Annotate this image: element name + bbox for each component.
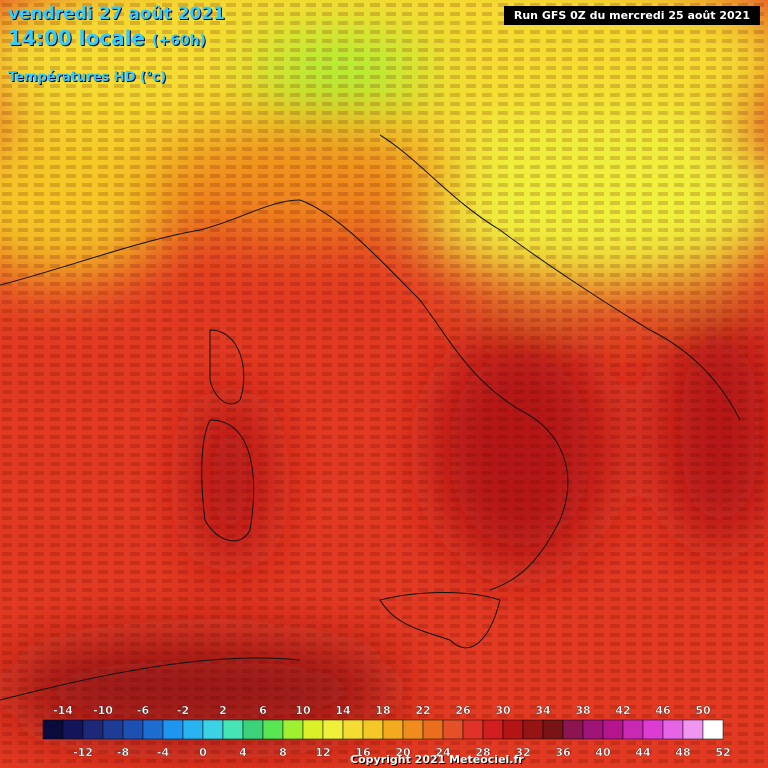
- color-swatch: [122, 719, 144, 740]
- color-swatch: [342, 719, 364, 740]
- legend-label: 24: [435, 746, 451, 759]
- legend-label: 8: [279, 746, 287, 759]
- legend-label: 34: [535, 704, 551, 717]
- legend-label: 22: [415, 704, 430, 717]
- legend-label: 46: [655, 704, 671, 717]
- legend-label: -4: [157, 746, 170, 759]
- color-swatch: [662, 719, 684, 740]
- legend-label: -6: [137, 704, 150, 717]
- color-swatch: [502, 719, 524, 740]
- color-swatch: [322, 719, 344, 740]
- legend-label: 26: [455, 704, 471, 717]
- legend-label: -8: [117, 746, 129, 759]
- legend-label: 42: [615, 704, 630, 717]
- legend-label: 10: [295, 704, 311, 717]
- legend-label: 16: [355, 746, 371, 759]
- legend-label: 50: [695, 704, 711, 717]
- legend-label: -10: [93, 704, 113, 717]
- legend-label: -12: [73, 746, 93, 759]
- color-swatch: [422, 719, 444, 740]
- color-swatch: [682, 719, 704, 740]
- legend-label: 20: [395, 746, 411, 759]
- field-name: Températures HD (°c): [8, 70, 167, 85]
- color-swatch: [402, 719, 424, 740]
- color-swatch: [262, 719, 284, 740]
- legend-label: 52: [715, 746, 730, 759]
- color-swatch: [302, 719, 324, 740]
- color-swatch: [562, 719, 584, 740]
- legend-label: 14: [335, 704, 351, 717]
- legend-label: 0: [199, 746, 207, 759]
- color-swatch: [462, 719, 484, 740]
- color-swatch: [222, 719, 244, 740]
- legend-label: 12: [315, 746, 330, 759]
- color-swatch: [282, 719, 304, 740]
- legend-label: 28: [475, 746, 490, 759]
- legend-label: 36: [555, 746, 571, 759]
- color-swatch: [522, 719, 544, 740]
- color-swatch: [542, 719, 564, 740]
- color-swatch: [622, 719, 644, 740]
- color-swatch: [442, 719, 464, 740]
- color-swatch: [162, 719, 184, 740]
- color-bar: -14 -10 -6 -2 2 6 10 14 18 22 26 30 34 38 42 46 50-12 -8-…: [42, 704, 731, 759]
- legend-label: 6: [259, 704, 267, 717]
- time: 14:00 locale: [8, 26, 145, 50]
- color-swatch: [202, 719, 224, 740]
- color-swatch: [242, 719, 264, 740]
- date: vendredi 27 août 2021: [8, 4, 225, 24]
- coastlines: [0, 134, 741, 701]
- copyright: Copyright 2021 Meteociel.fr: [350, 753, 524, 766]
- color-swatch: [582, 719, 604, 740]
- legend-label: 4: [239, 746, 247, 759]
- legend-label: 32: [515, 746, 530, 759]
- color-swatch: [362, 719, 384, 740]
- color-swatch: [42, 719, 64, 740]
- legend-label: 48: [675, 746, 690, 759]
- legend-label: 30: [495, 704, 511, 717]
- color-swatch: [182, 719, 204, 740]
- legend-label: 2: [219, 704, 227, 717]
- color-swatch: [482, 719, 504, 740]
- color-swatch: [142, 719, 164, 740]
- color-swatch: [102, 719, 124, 740]
- color-swatch: [62, 719, 84, 740]
- color-swatch: [602, 719, 624, 740]
- legend-label: 40: [595, 746, 611, 759]
- legend-label: 38: [575, 704, 590, 717]
- lead: (+60h): [151, 33, 206, 49]
- time-line: 14:00 locale (+60h): [8, 26, 206, 50]
- legend-label: -14: [53, 704, 73, 717]
- color-swatch: [642, 719, 664, 740]
- legend-label: 18: [375, 704, 390, 717]
- run-info: Run GFS 0Z du mercredi 25 août 2021: [503, 6, 760, 25]
- color-swatch: [82, 719, 104, 740]
- legend-label: -2: [177, 704, 189, 717]
- color-swatch: [702, 719, 724, 740]
- legend-label: 44: [635, 746, 651, 759]
- color-swatch: [382, 719, 404, 740]
